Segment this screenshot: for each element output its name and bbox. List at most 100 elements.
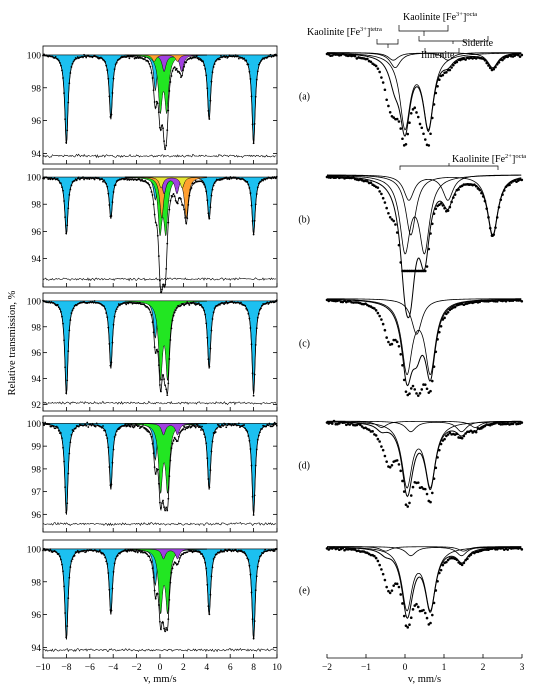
data-point: [429, 621, 432, 625]
data-point: [175, 307, 178, 309]
data-point: [172, 439, 175, 442]
data-point: [169, 581, 172, 584]
data-point: [208, 365, 211, 368]
data-point: [62, 570, 64, 573]
data-point: [387, 211, 390, 215]
data-point: [68, 193, 71, 196]
data-point: [406, 505, 410, 508]
component-curve: [326, 298, 522, 376]
data-point: [164, 148, 167, 151]
data-point: [117, 428, 120, 431]
data-point: [168, 358, 171, 360]
data-point: [202, 306, 204, 309]
residual-line: [42, 400, 277, 406]
data-point: [118, 57, 121, 60]
data-point: [246, 557, 249, 560]
data-point: [107, 192, 110, 195]
data-point: [212, 184, 215, 187]
data-point: [93, 300, 96, 302]
data-point: [166, 394, 169, 397]
data-point: [244, 552, 247, 555]
data-point: [469, 553, 473, 556]
data-point: [168, 598, 171, 601]
data-point: [423, 138, 427, 141]
data-point: [483, 199, 487, 203]
data-point: [495, 216, 499, 219]
data-point: [404, 503, 408, 506]
data-point: [388, 216, 392, 219]
data-point: [91, 300, 94, 303]
data-point: [387, 104, 390, 108]
component-curve: [326, 421, 522, 489]
data-point: [228, 178, 231, 181]
data-point: [75, 551, 78, 553]
data-point: [180, 554, 182, 557]
data-point: [111, 587, 114, 590]
data-point: [252, 514, 255, 516]
data-point: [154, 221, 157, 224]
data-point: [246, 309, 249, 311]
data-point: [497, 61, 501, 64]
data-point: [102, 552, 104, 555]
data-point: [66, 625, 69, 627]
data-point: [450, 200, 453, 204]
data-point: [153, 466, 156, 468]
data-point: [366, 57, 369, 61]
x-tick-label: 2: [181, 663, 186, 673]
data-point: [210, 194, 213, 197]
data-point: [62, 446, 64, 449]
data-point: [52, 425, 55, 428]
doublet-component: [124, 176, 208, 189]
data-point: [161, 288, 163, 291]
data-point: [401, 479, 404, 483]
data-point: [178, 431, 181, 434]
data-point: [217, 424, 220, 427]
data-point: [207, 109, 210, 112]
data-point: [178, 72, 181, 75]
data-point: [65, 511, 68, 514]
data-point: [69, 441, 72, 444]
data-point: [249, 573, 252, 576]
data-point: [167, 221, 170, 224]
data-point: [103, 553, 105, 556]
data-point: [172, 192, 175, 195]
data-point: [204, 436, 207, 439]
data-point: [241, 56, 243, 59]
data-point: [64, 216, 67, 219]
data-point: [87, 426, 90, 428]
data-point: [252, 637, 255, 640]
data-point: [381, 81, 385, 84]
data-point: [264, 548, 267, 551]
data-point: [401, 363, 404, 367]
data-point: [513, 420, 517, 424]
data-point: [439, 202, 443, 205]
data-point: [163, 140, 165, 142]
data-point: [473, 183, 476, 186]
data-point: [243, 57, 246, 60]
data-point: [394, 338, 397, 342]
data-point: [460, 563, 464, 567]
data-point: [213, 556, 216, 559]
data-point: [203, 64, 206, 67]
data-point: [170, 571, 173, 574]
data-point: [260, 307, 262, 310]
data-point: [452, 196, 455, 199]
data-point: [446, 433, 450, 436]
data-point: [77, 425, 80, 428]
data-point: [154, 597, 157, 600]
data-point: [401, 137, 404, 141]
data-point: [66, 224, 69, 227]
data-point: [432, 477, 436, 480]
data-point: [65, 232, 68, 235]
data-point: [154, 352, 157, 354]
data-point: [402, 614, 406, 618]
data-point: [177, 70, 180, 73]
data-point: [488, 226, 492, 230]
data-point: [56, 303, 59, 306]
data-point: [83, 549, 85, 552]
data-point: [106, 437, 109, 439]
data-point: [62, 77, 64, 79]
data-point: [387, 340, 390, 344]
data-point: [502, 189, 506, 192]
data-point: [259, 308, 261, 311]
